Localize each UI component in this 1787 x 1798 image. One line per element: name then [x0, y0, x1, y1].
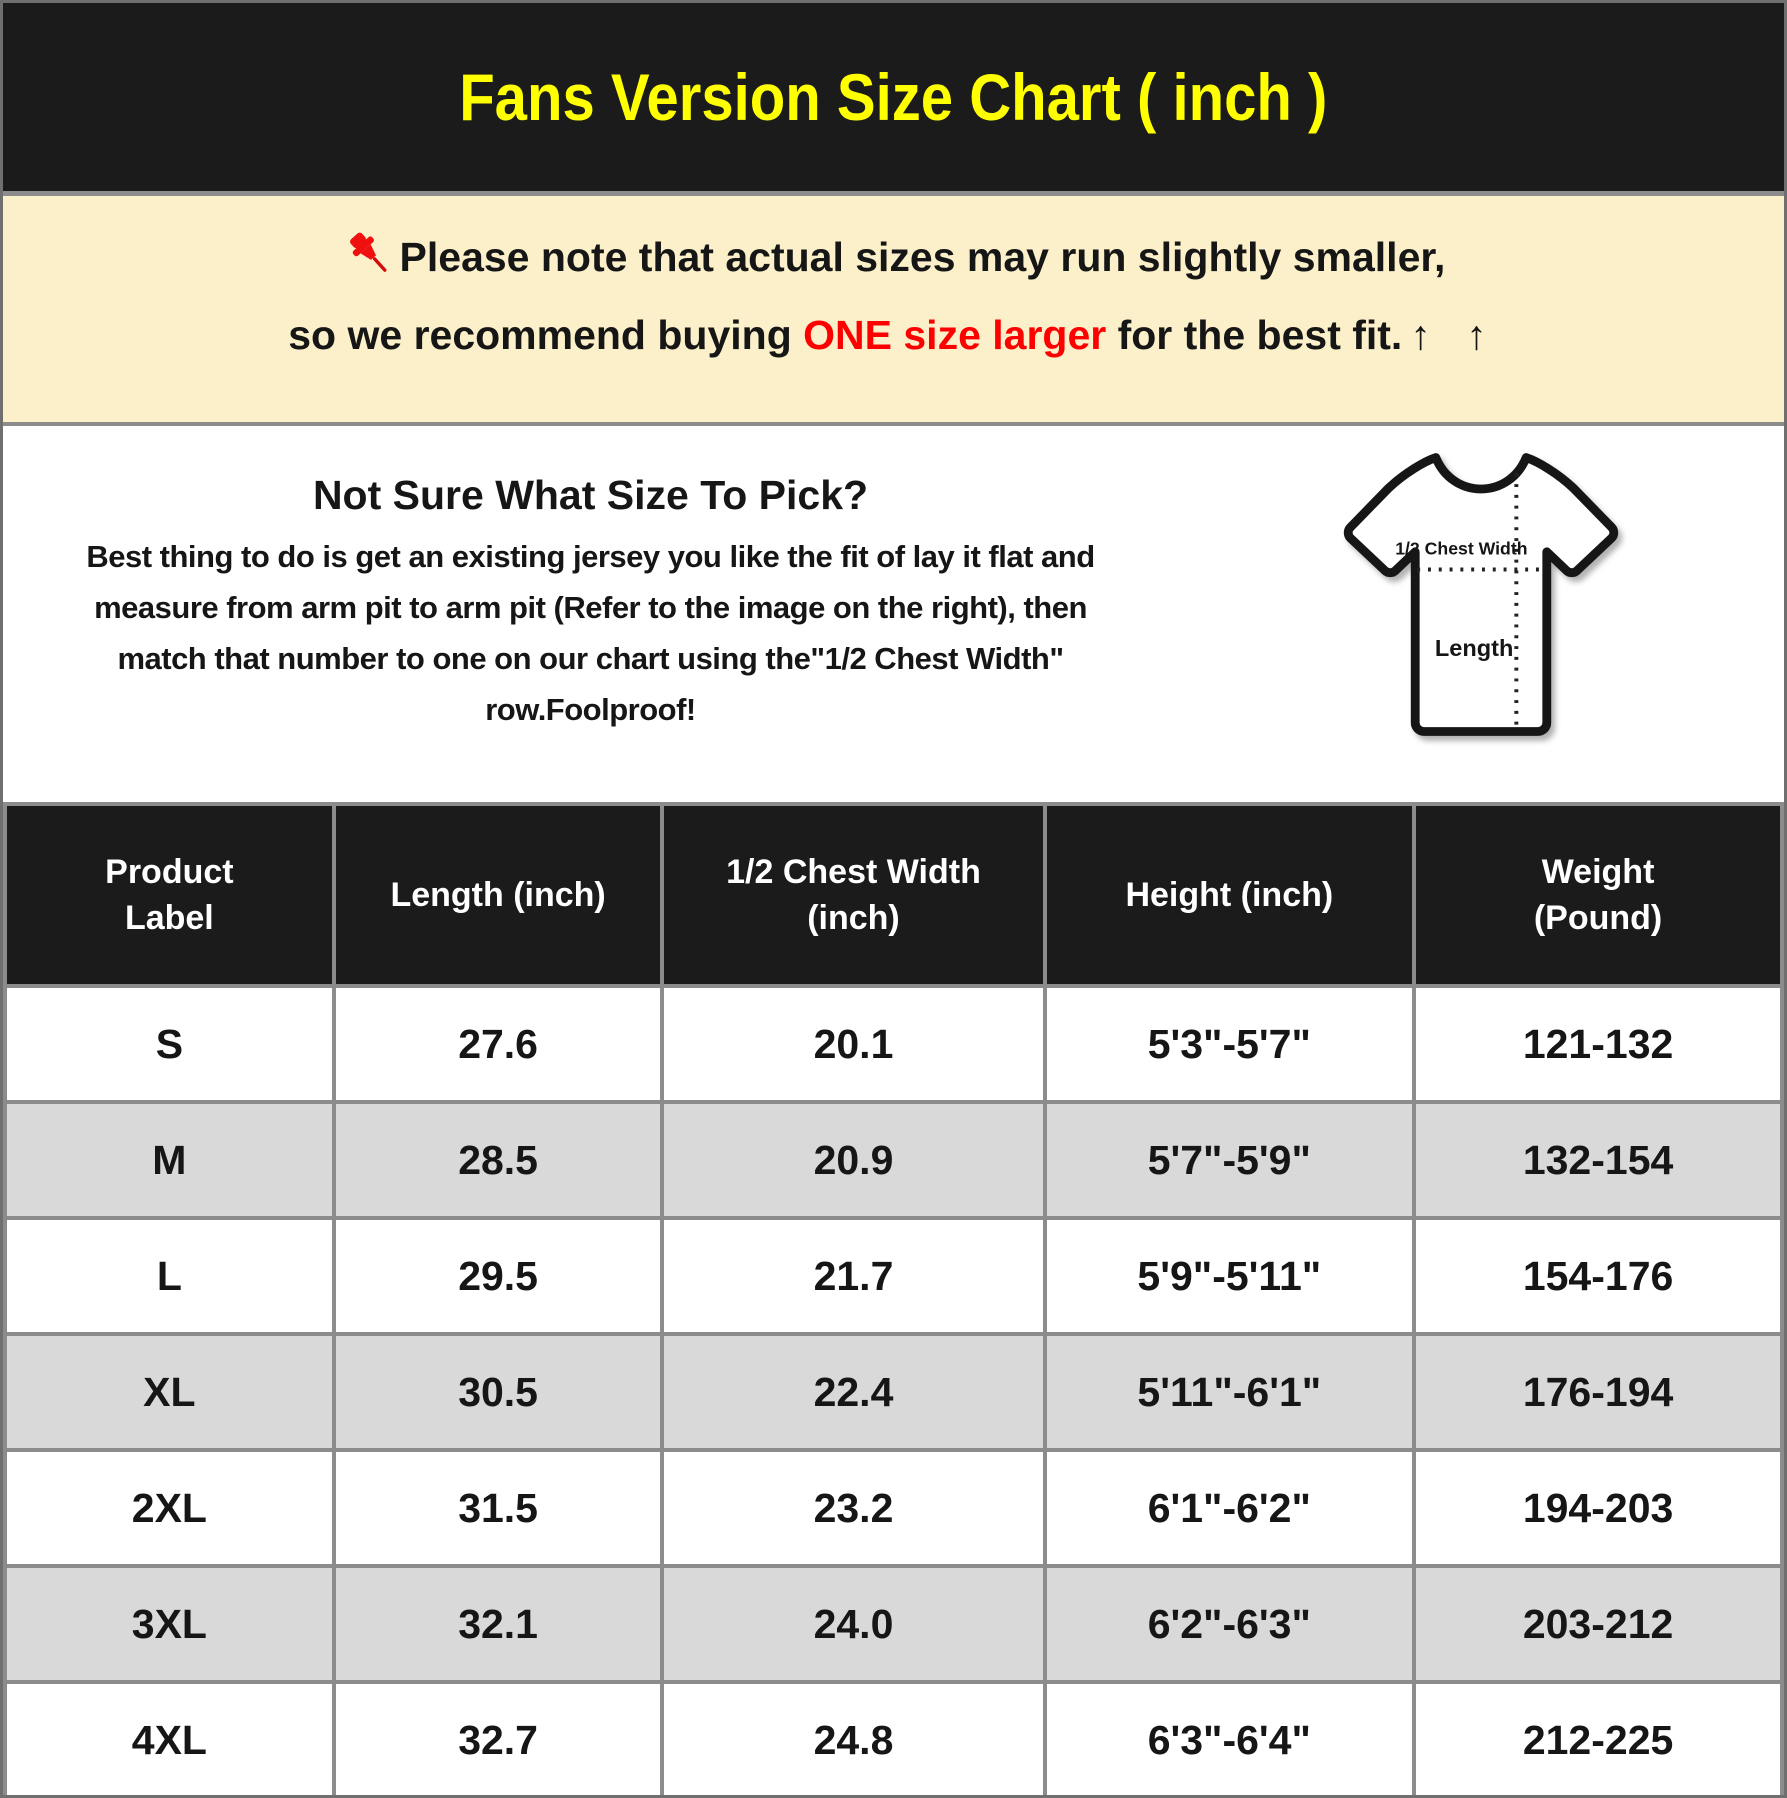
- cell-height: 5'9"-5'11": [1042, 1216, 1417, 1336]
- column-header-product-label: Product Label: [3, 802, 336, 988]
- note-line-1-text: Please note that actual sizes may run sl…: [399, 234, 1446, 280]
- cell-chest-width: 22.4: [660, 1332, 1047, 1452]
- cell-height: 6'2"-6'3": [1042, 1564, 1417, 1684]
- column-header-chest-width: 1/2 Chest Width (inch): [660, 802, 1047, 988]
- cell-length: 29.5: [331, 1216, 665, 1336]
- length-label: Length: [1435, 635, 1513, 661]
- table-header-row: Product Label Length (inch) 1/2 Chest Wid…: [3, 802, 1784, 988]
- pushpin-icon: [342, 232, 400, 280]
- cell-product-label: S: [3, 984, 336, 1104]
- cell-product-label: XL: [3, 1332, 336, 1452]
- cell-product-label: L: [3, 1216, 336, 1336]
- table-row-l: L 29.5 21.7 5'9"-5'11" 154-176: [3, 1216, 1784, 1336]
- note-highlight: ONE size larger: [803, 312, 1107, 358]
- column-header-weight: Weight (Pound): [1412, 802, 1784, 988]
- title-band: Fans Version Size Chart ( inch ): [3, 3, 1784, 196]
- table-row-m: M 28.5 20.9 5'7"-5'9" 132-154: [3, 1100, 1784, 1220]
- table-row-3xl: 3XL 32.1 24.0 6'2"-6'3" 203-212: [3, 1564, 1784, 1684]
- guide-heading: Not Sure What Size To Pick?: [312, 472, 869, 518]
- cell-length: 31.5: [331, 1448, 665, 1568]
- tshirt-diagram: 1/2 Chest Width Length: [1178, 426, 1784, 802]
- guide-body-line: row.Foolproof!: [485, 692, 696, 727]
- cell-chest-width: 23.2: [660, 1448, 1047, 1568]
- note-line-2: so we recommend buying ONE size larger f…: [3, 296, 1784, 374]
- cell-product-label: 4XL: [3, 1680, 336, 1795]
- size-table: Product Label Length (inch) 1/2 Chest Wid…: [3, 802, 1784, 1795]
- cell-weight: 203-212: [1412, 1564, 1784, 1684]
- cell-length: 32.1: [331, 1564, 665, 1684]
- cell-chest-width: 20.1: [660, 984, 1047, 1104]
- cell-chest-width: 24.0: [660, 1564, 1047, 1684]
- cell-length: 30.5: [331, 1332, 665, 1452]
- size-guide-section: Not Sure What Size To Pick? Best thing t…: [3, 426, 1784, 802]
- cell-height: 5'3"-5'7": [1042, 984, 1417, 1104]
- table-row-4xl: 4XL 32.7 24.8 6'3"-6'4" 212-225: [3, 1680, 1784, 1795]
- cell-product-label: 2XL: [3, 1448, 336, 1568]
- table-row-2xl: 2XL 31.5 23.2 6'1"-6'2" 194-203: [3, 1448, 1784, 1568]
- cell-product-label: 3XL: [3, 1564, 336, 1684]
- guide-body-line: Best thing to do is get an existing jers…: [86, 539, 1095, 574]
- cell-height: 5'7"-5'9": [1042, 1100, 1417, 1220]
- cell-weight: 212-225: [1412, 1680, 1784, 1795]
- column-header-height: Height (inch): [1042, 802, 1417, 988]
- guide-body-line: measure from arm pit to arm pit (Refer t…: [94, 590, 1087, 625]
- cell-height: 5'11"-6'1": [1042, 1332, 1417, 1452]
- tshirt-icon: 1/2 Chest Width Length: [1343, 453, 1619, 736]
- cell-height: 6'1"-6'2": [1042, 1448, 1417, 1568]
- cell-weight: 121-132: [1412, 984, 1784, 1104]
- table-row-xl: XL 30.5 22.4 5'11"-6'1" 176-194: [3, 1332, 1784, 1452]
- note-banner: Please note that actual sizes may run sl…: [3, 196, 1784, 426]
- cell-weight: 154-176: [1412, 1216, 1784, 1336]
- cell-weight: 132-154: [1412, 1100, 1784, 1220]
- cell-weight: 176-194: [1412, 1332, 1784, 1452]
- guide-text-block: Not Sure What Size To Pick? Best thing t…: [3, 426, 1178, 802]
- column-header-length: Length (inch): [331, 802, 665, 988]
- table-row-s: S 27.6 20.1 5'3"-5'7" 121-132: [3, 984, 1784, 1104]
- cell-length: 27.6: [331, 984, 665, 1104]
- cell-product-label: M: [3, 1100, 336, 1220]
- cell-chest-width: 21.7: [660, 1216, 1047, 1336]
- chest-width-label: 1/2 Chest Width: [1395, 539, 1527, 559]
- guide-body-line: match that number to one on our chart us…: [117, 641, 1064, 676]
- cell-weight: 194-203: [1412, 1448, 1784, 1568]
- note-line-1: Please note that actual sizes may run sl…: [3, 218, 1784, 296]
- cell-height: 6'3"-6'4": [1042, 1680, 1417, 1795]
- cell-length: 32.7: [331, 1680, 665, 1795]
- page-title: Fans Version Size Chart ( inch ): [459, 60, 1328, 134]
- up-arrows-icon: ↑ ↑: [1410, 312, 1499, 358]
- cell-length: 28.5: [331, 1100, 665, 1220]
- cell-chest-width: 24.8: [660, 1680, 1047, 1795]
- note-line-2-suffix: for the best fit.: [1106, 312, 1403, 358]
- note-line-2-prefix: so we recommend buying: [288, 312, 804, 358]
- cell-chest-width: 20.9: [660, 1100, 1047, 1220]
